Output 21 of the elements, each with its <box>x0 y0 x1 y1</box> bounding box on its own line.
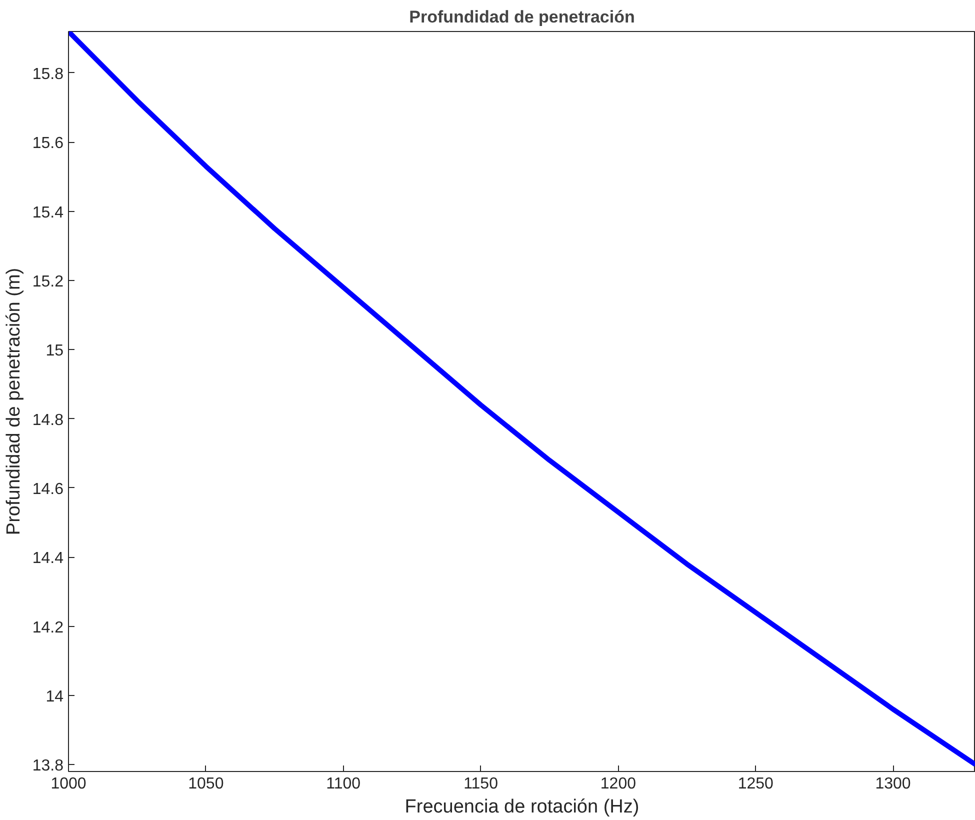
y-tick-label: 14.6 <box>32 480 64 498</box>
y-tick-label: 13.8 <box>32 758 64 775</box>
y-axis-title: Profundidad de penetración (m) <box>3 268 24 536</box>
chart-title: Profundidad de penetración <box>409 8 635 26</box>
y-tick-label: 15.8 <box>32 66 64 83</box>
x-tick-label: 1300 <box>875 776 911 792</box>
y-tick-label: 14.4 <box>32 550 64 568</box>
x-tick-label: 1150 <box>464 776 498 792</box>
y-tick-label: 15 <box>46 342 64 360</box>
x-tick-label: 1100 <box>326 776 361 792</box>
y-tick-label: 14.2 <box>32 619 64 636</box>
x-axis-title: Frecuencia de rotación (Hz) <box>404 796 640 818</box>
y-tick-label: 15.6 <box>32 135 64 152</box>
x-tick-label: 1050 <box>188 776 224 792</box>
y-tick-label: 14 <box>46 688 64 706</box>
x-tick-label: 1250 <box>738 776 774 792</box>
x-tick-label: 1000 <box>50 776 86 792</box>
y-tick-label: 15.2 <box>32 273 64 290</box>
x-tick-label: 1200 <box>600 776 636 792</box>
y-tick-label: 15.4 <box>32 204 64 222</box>
y-tick-label: 14.8 <box>32 412 64 429</box>
